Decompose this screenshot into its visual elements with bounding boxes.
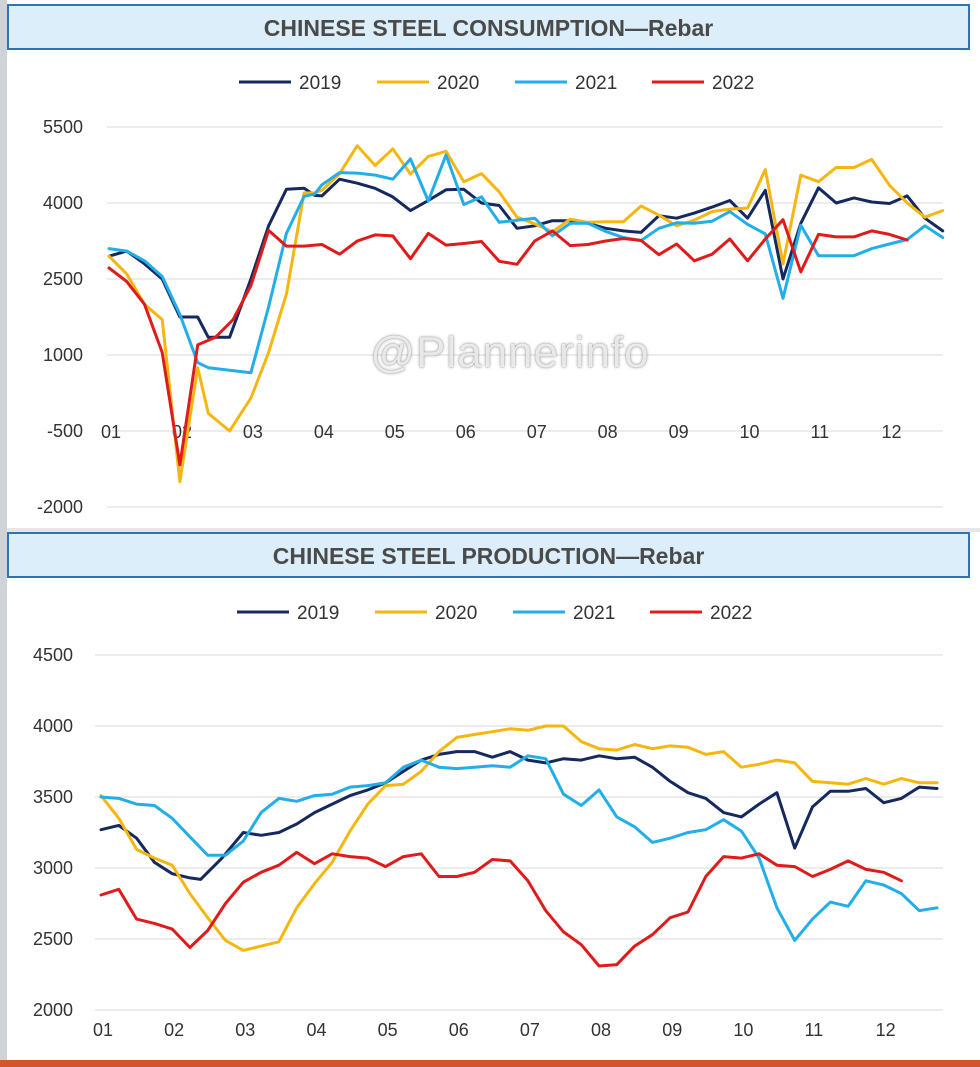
consumption-chart-title: CHINESE STEEL CONSUMPTION—Rebar [7,4,970,50]
legend-label-2022: 2022 [710,603,752,624]
y-tick-label: 1000 [43,345,83,365]
legend-label-2019: 2019 [297,603,339,624]
legend-label-2021: 2021 [575,73,617,94]
x-tick-label: 11 [805,1020,824,1040]
consumption-chart-panel: 5500 4000 2500 1000 -500 -2000 01 02 03 04 05 06 07 0… [7,50,980,528]
x-tick-label: 08 [598,422,618,442]
x-tick-label: 05 [385,422,405,442]
x-tick-label: 07 [527,422,547,442]
x-tick-label: 02 [164,1020,184,1040]
y-tick-label: 4500 [33,645,73,665]
x-tick-label: 04 [314,422,334,442]
x-tick-label: 01 [101,422,121,442]
y-tick-label: 2500 [33,929,73,949]
x-tick-label: 09 [662,1020,682,1040]
production-chart-title: CHINESE STEEL PRODUCTION—Rebar [7,532,970,578]
x-tick-label: 08 [591,1020,611,1040]
production-chart-panel: 4500 4000 3500 3000 2500 2000 01 02 03 04 05 06 07 08… [7,578,980,1058]
series-line-2022 [101,852,901,966]
y-tick-label: 5500 [43,117,83,137]
y-tick-label: 4000 [33,716,73,736]
y-tick-label: 2500 [43,269,83,289]
y-tick-label: 2000 [33,1000,73,1020]
x-tick-label: 03 [235,1020,255,1040]
series-line-2020 [101,726,937,950]
legend-label-2019: 2019 [299,73,341,94]
x-tick-label: 06 [456,422,476,442]
x-tick-label: 12 [876,1020,896,1040]
x-tick-label: 04 [306,1020,326,1040]
x-tick-label: 12 [881,422,901,442]
x-tick-label: 06 [449,1020,469,1040]
y-tick-label: -2000 [37,497,83,517]
legend-label-2020: 2020 [435,603,477,624]
x-tick-label: 05 [378,1020,398,1040]
series-line-2019 [101,752,937,880]
left-edge-strip [0,0,7,1067]
legend-label-2020: 2020 [437,73,479,94]
x-tick-label: 10 [740,422,760,442]
series-line-2021 [101,756,937,941]
legend-label-2022: 2022 [712,73,754,94]
legend-label-2021: 2021 [573,603,615,624]
x-tick-label: 07 [520,1020,540,1040]
production-line-chart: 4500 4000 3500 3000 2500 2000 01 02 03 04 05 06 07 08… [7,578,980,1058]
bottom-accent-strip [0,1060,980,1067]
x-tick-label: 09 [669,422,689,442]
y-tick-label: -500 [47,421,83,441]
watermark-text: @Plannerinfo [350,328,670,378]
x-tick-label: 03 [243,422,263,442]
x-tick-label: 10 [733,1020,753,1040]
y-tick-label: 3000 [33,858,73,878]
x-tick-label: 01 [93,1020,113,1040]
x-tick-label: 11 [811,422,830,442]
y-tick-label: 4000 [43,193,83,213]
y-tick-label: 3500 [33,787,73,807]
